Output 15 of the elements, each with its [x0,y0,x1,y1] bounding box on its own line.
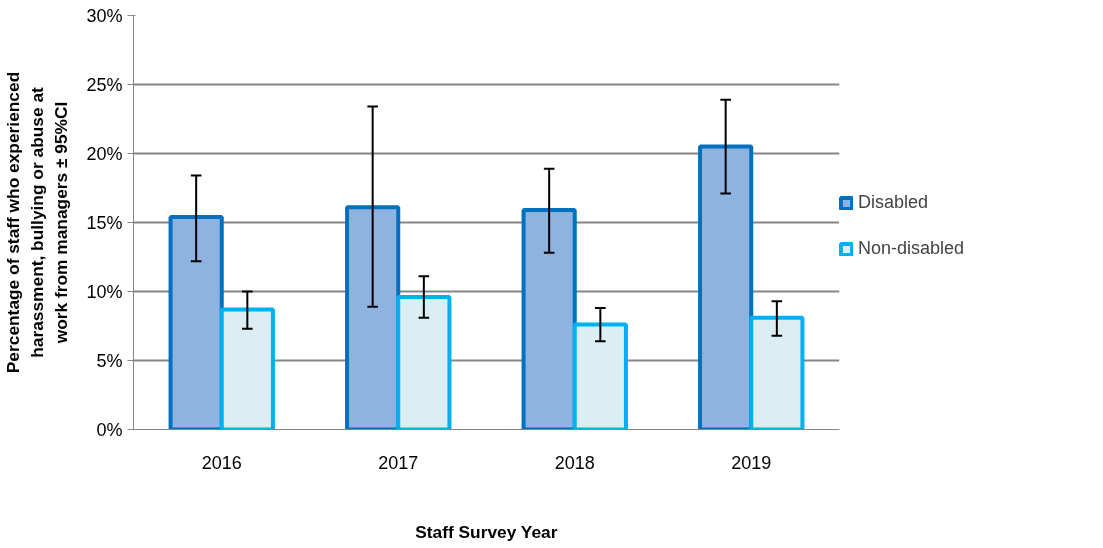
x-tick-label: 2016 [201,452,242,473]
y-tick-label: 0% [96,419,123,440]
x-tick-label: 2018 [554,452,595,473]
x-axis-title: Staff Survey Year [415,521,558,542]
y-tick-label: 25% [86,74,123,95]
y-axis-title: Percentage of staff who experienced harassment, bullying or abuse at work from managers ± 95%CI [3,71,72,374]
y-tick-label: 15% [86,212,123,233]
x-tick-label: 2017 [378,452,419,473]
legend-label: Non-disabled [858,238,965,259]
x-tick-label: 2019 [731,452,772,473]
legend-label: Disabled [858,192,929,213]
y-tick-label: 5% [96,350,123,371]
y-tick-label: 20% [86,143,123,164]
y-tick-label: 10% [86,281,123,302]
y-tick-label: 30% [86,5,123,26]
